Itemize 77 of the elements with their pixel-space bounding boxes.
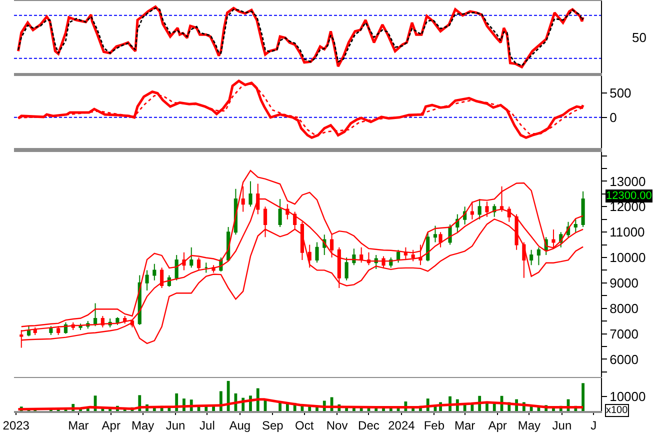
candlestick [522, 242, 526, 278]
candlestick [308, 244, 312, 268]
candlestick [278, 198, 282, 228]
candlestick [426, 232, 430, 262]
y-tick-label: 8000 [610, 300, 639, 316]
candlestick [190, 246, 194, 268]
candlestick [530, 249, 534, 266]
candlestick [507, 206, 511, 222]
candlestick [438, 232, 442, 248]
candlestick [174, 254, 178, 281]
candlestick [581, 190, 585, 228]
candlestick [116, 316, 120, 326]
x-tick-label: Sep [262, 418, 284, 432]
candlestick [330, 234, 334, 258]
x-tick-label: Jul [200, 418, 215, 432]
x-tick-label: J [590, 418, 597, 432]
candlestick [411, 249, 415, 262]
candlestick [485, 201, 489, 218]
x-tick-label: 2024 [388, 418, 416, 432]
candlestick [574, 218, 578, 233]
candlestick [552, 229, 556, 248]
x-tick-label: Nov [326, 418, 348, 432]
candlestick [160, 267, 164, 289]
y-tick-label: 10000 [610, 388, 646, 404]
text: 12300.00 [606, 190, 652, 202]
candlestick [360, 246, 364, 264]
x-tick-label: Apr [488, 418, 507, 432]
candlestick [433, 225, 438, 243]
candlestick [94, 302, 98, 327]
candlestick [145, 270, 149, 292]
y-tick-label: 7000 [610, 326, 639, 342]
bar [582, 383, 584, 411]
y-tick-label: 11000 [610, 224, 645, 240]
y-tick-label: 10000 [610, 250, 646, 266]
candlestick [470, 201, 474, 220]
candlestick [241, 186, 245, 212]
candlestick [315, 242, 319, 264]
candlestick [212, 264, 216, 274]
y-tick-label: 13000 [610, 174, 646, 189]
y-tick-label: 0 [610, 110, 617, 125]
x-tick-label: Jun [552, 418, 572, 432]
candlestick [418, 244, 422, 266]
candlestick [123, 315, 127, 324]
candlestick [49, 326, 53, 336]
candlestick [366, 252, 371, 266]
candlestick [78, 323, 82, 330]
candlestick [286, 204, 290, 220]
x-tick-label: Mar [454, 418, 476, 432]
candlestick [204, 262, 208, 274]
candlestick [382, 256, 386, 268]
bar [226, 380, 230, 411]
candlestick [337, 246, 341, 289]
candlestick [182, 252, 186, 271]
x-tick-label: 2023 [2, 418, 30, 432]
candlestick [196, 257, 201, 271]
text: 50 [632, 30, 646, 45]
y-tick-label: 500 [610, 85, 632, 100]
candlestick [300, 221, 304, 261]
y-axis-title: x100 [606, 405, 628, 416]
y-tick-label: 6000 [610, 352, 639, 367]
candlestick [344, 257, 348, 281]
x-tick-label: Aug [229, 418, 251, 432]
x-tick-label: Oct [294, 418, 314, 432]
x-tick-label: Feb [424, 418, 445, 432]
x-tick-label: Mar [68, 418, 89, 432]
x-tick-label: Dec [358, 418, 380, 432]
y-tick-label: 9000 [610, 275, 639, 290]
candlestick [536, 246, 540, 266]
x-tick-label: Apr [102, 418, 120, 432]
x-tick-label: Jun [166, 418, 186, 432]
candlestick [478, 198, 482, 220]
candlestick [248, 180, 252, 208]
x-tick-label: May [518, 418, 541, 432]
bar [492, 404, 496, 411]
candlestick [404, 246, 408, 261]
x-tick-label: May [131, 418, 154, 432]
candlestick [152, 263, 156, 281]
